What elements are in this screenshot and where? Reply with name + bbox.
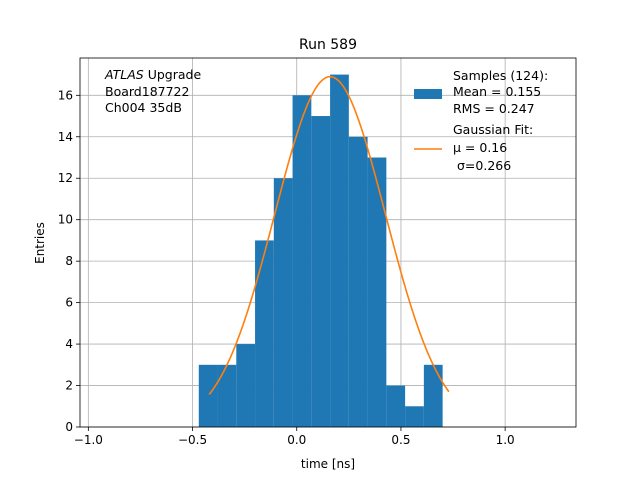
y-tick-label: 12 xyxy=(58,171,73,185)
histogram-bar xyxy=(255,240,274,427)
histogram-bar xyxy=(273,178,293,427)
legend-fit-sigma: σ=0.266 xyxy=(457,158,511,173)
annotation-channel: Ch004 35dB xyxy=(105,100,182,115)
legend: Samples (124): Mean = 0.155 RMS = 0.247 … xyxy=(414,68,548,173)
gaussian-fit-curve xyxy=(208,75,450,395)
y-tick-label: 16 xyxy=(58,88,73,102)
histogram-bar xyxy=(330,74,349,428)
legend-samples-mean: Mean = 0.155 xyxy=(453,84,541,99)
y-axis-ticks: 0 2 4 6 8 10 12 14 16 xyxy=(58,88,80,434)
histogram-bar xyxy=(198,364,218,427)
y-axis-label: Entries xyxy=(33,222,47,264)
legend-samples-swatch xyxy=(414,89,442,99)
x-tick-label: 0.5 xyxy=(391,433,410,447)
y-tick-label: 14 xyxy=(58,130,73,144)
annotation-atlas: ATLAS xyxy=(104,67,144,82)
x-tick-label: −0.5 xyxy=(178,433,207,447)
x-tick-label: 1.0 xyxy=(496,433,515,447)
legend-samples-rms: RMS = 0.247 xyxy=(453,101,535,116)
histogram-bar xyxy=(423,364,443,427)
legend-samples-title: Samples (124): xyxy=(453,68,548,83)
y-tick-label: 0 xyxy=(65,420,73,434)
histogram-bar xyxy=(292,95,312,427)
x-tick-label: 0.0 xyxy=(287,433,306,447)
y-tick-label: 2 xyxy=(65,379,73,393)
histogram-bar xyxy=(348,136,368,428)
chart-title: Run 589 xyxy=(299,37,357,53)
plot-frame xyxy=(79,57,577,428)
x-axis-ticks: −1.0 −0.5 0.0 0.5 1.0 xyxy=(74,427,515,447)
annotation-upgrade: Upgrade xyxy=(144,67,202,82)
x-tick-label: −1.0 xyxy=(74,433,103,447)
y-tick-label: 6 xyxy=(65,296,73,310)
legend-fit-mu: μ = 0.16 xyxy=(453,140,507,155)
y-tick-label: 8 xyxy=(65,254,73,268)
y-tick-label: 4 xyxy=(65,337,73,351)
y-tick-label: 10 xyxy=(58,213,73,227)
histogram-bar xyxy=(311,116,331,427)
histogram-bar xyxy=(236,344,256,427)
histogram-bars xyxy=(198,74,443,428)
x-axis-label: time [ns] xyxy=(301,457,355,471)
histogram-bar xyxy=(367,157,387,427)
run-annotation: ATLAS Upgrade Board187722 Ch004 35dB xyxy=(104,67,201,115)
annotation-line-1: ATLAS Upgrade xyxy=(104,67,201,82)
legend-fit-title: Gaussian Fit: xyxy=(453,122,533,137)
histogram-bar xyxy=(405,406,424,427)
histogram-bar xyxy=(217,364,237,427)
annotation-board: Board187722 xyxy=(105,84,189,99)
histogram-bar xyxy=(386,385,406,427)
